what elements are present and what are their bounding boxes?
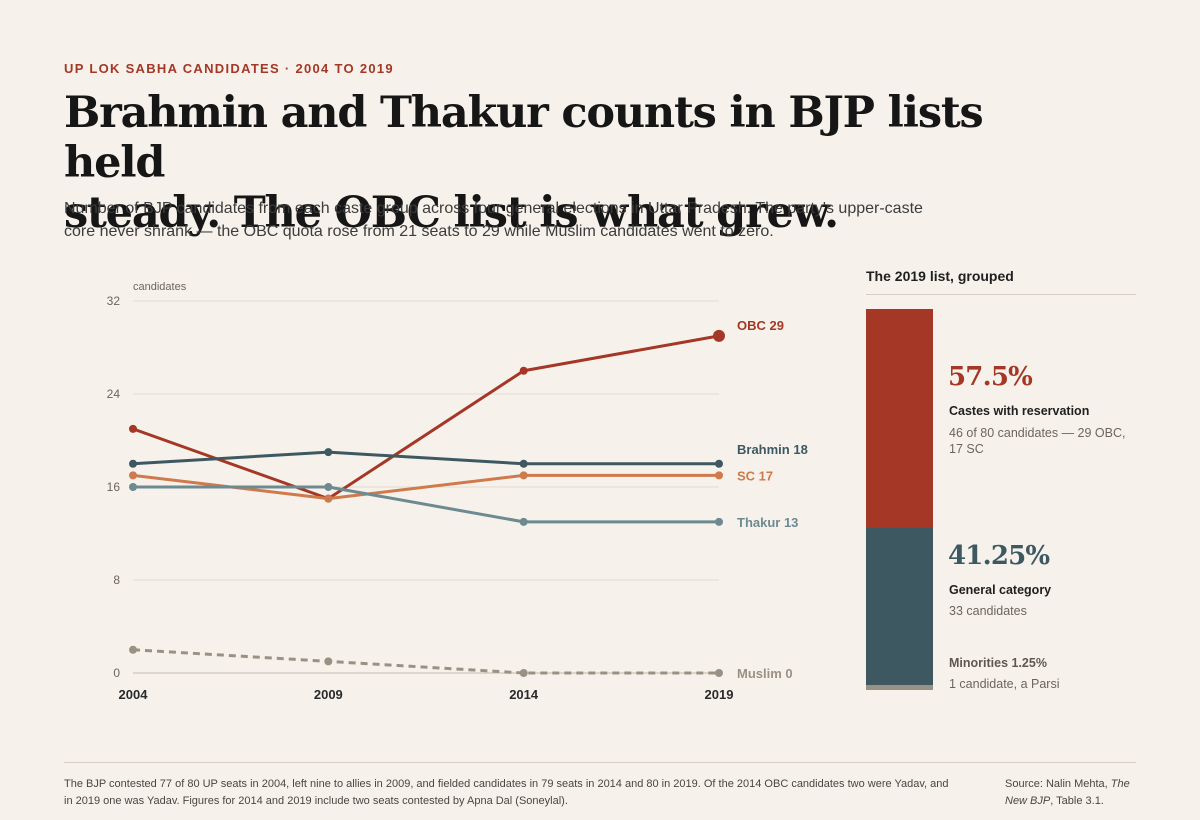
- footer-divider: [64, 762, 1136, 763]
- group-reserved-pct: 57.5%: [948, 362, 1033, 392]
- stacked-bar-reserved: [866, 309, 933, 528]
- footnote: The BJP contested 77 of 80 UP seats in 2…: [64, 778, 949, 807]
- end-label-muslim: Muslim 0: [737, 666, 793, 681]
- line-chart: 0 8 16 24 32 candidates 2004 2009 2014 2019 OBC 29…: [107, 281, 808, 702]
- point-thakur-2009: [324, 483, 333, 491]
- group-general-note: 33 candidates: [949, 604, 1027, 618]
- source-suffix: , Table 3.1.: [1050, 795, 1104, 807]
- point-muslim-2014: [519, 669, 528, 677]
- headline-line-2: steady. The OBC list is what grew.: [64, 188, 839, 238]
- end-label-sc: SC 17: [737, 468, 773, 483]
- kicker: UP LOK SABHA CANDIDATES · 2004 TO 2019: [64, 61, 394, 76]
- point-obc-2004: [129, 424, 137, 433]
- y-axis-title: candidates: [133, 281, 187, 293]
- stacked-bar-minorities: [866, 685, 933, 690]
- point-sc-2009: [324, 494, 333, 503]
- point-brahmin-2009: [324, 448, 333, 457]
- headline: Brahmin and Thakur counts in BJP lists h…: [64, 88, 1064, 238]
- x-tick-label-2004: 2004: [119, 687, 149, 702]
- point-obc-2014: [519, 366, 528, 375]
- end-label-obc: OBC 29: [737, 318, 784, 333]
- x-tick-label-2019: 2019: [705, 687, 734, 702]
- side-panel-title: The 2019 list, grouped: [866, 268, 1014, 284]
- x-tick-label-2014: 2014: [509, 687, 539, 702]
- point-brahmin-2014: [519, 459, 528, 468]
- series-line-thakur: [133, 485, 719, 524]
- point-muslim-2019: [715, 669, 723, 677]
- point-obc-2019: [713, 329, 725, 342]
- series-line-muslim: [132, 648, 719, 675]
- source-prefix: Source: Nalin Mehta,: [1005, 778, 1111, 790]
- point-muslim-2004: [129, 645, 137, 654]
- group-reserved-note: 46 of 80 candidates — 29 OBC, 17 SC: [949, 426, 1126, 456]
- end-label-brahmin: Brahmin 18: [737, 442, 808, 457]
- point-muslim-2009: [324, 657, 333, 666]
- point-brahmin-2019: [715, 459, 723, 468]
- headline-line-1: Brahmin and Thakur counts in BJP lists h…: [64, 88, 984, 188]
- y-tick-label-32: 32: [107, 294, 121, 308]
- stacked-bar-general: [866, 528, 933, 685]
- y-tick-label-16: 16: [107, 480, 121, 494]
- source-title: The New BJP: [1005, 778, 1130, 807]
- y-tick-label-24: 24: [107, 387, 121, 401]
- point-sc-2019: [715, 471, 723, 480]
- source-credit: Source: Nalin Mehta, The New BJP, Table …: [1005, 776, 1145, 810]
- y-tick-label-0: 0: [113, 666, 120, 680]
- group-general-label: General category: [949, 583, 1052, 597]
- group-reserved-label: Castes with reservation: [949, 404, 1090, 418]
- x-tick-label-2009: 2009: [314, 687, 343, 702]
- point-brahmin-2004: [129, 459, 137, 468]
- point-thakur-2014: [519, 517, 528, 526]
- y-tick-label-8: 8: [113, 573, 120, 587]
- side-panel-divider: [866, 294, 1136, 295]
- point-thakur-2004: [129, 483, 137, 491]
- point-thakur-2019: [715, 517, 723, 526]
- group-minorities-label: Minorities 1.25%: [949, 656, 1047, 670]
- end-label-thakur: Thakur 13: [737, 515, 798, 530]
- dek: Number of BJP candidates from each caste…: [64, 200, 923, 240]
- series-line-obc: [132, 334, 720, 501]
- group-minorities-note: 1 candidate, a Parsi: [949, 677, 1060, 691]
- series-line-brahmin: [132, 450, 719, 466]
- point-sc-2014: [519, 471, 528, 480]
- point-sc-2004: [129, 471, 137, 480]
- group-general-pct: 41.25%: [948, 541, 1050, 571]
